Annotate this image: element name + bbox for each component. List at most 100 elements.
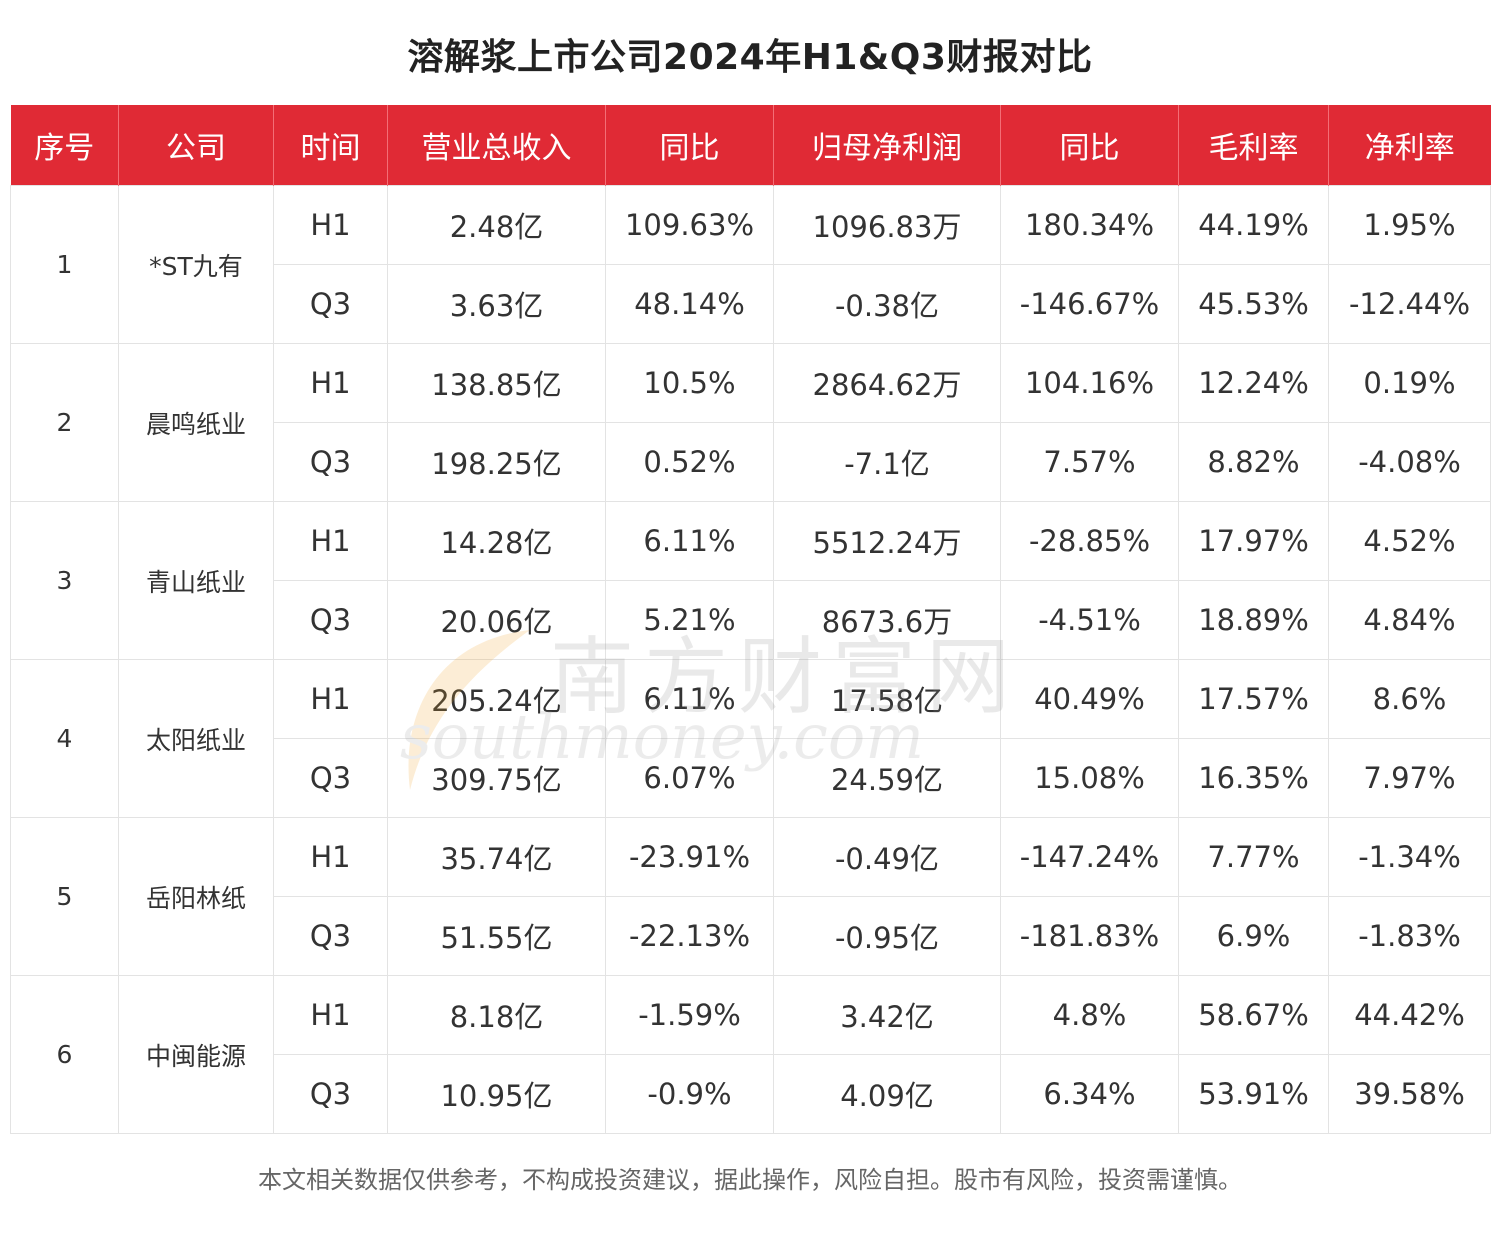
cell-index: 3 bbox=[10, 501, 119, 660]
cell-net-profit: 4.09亿 bbox=[773, 1054, 1001, 1134]
table-row: 6 中闽能源 H1 8.18亿 -1.59% 3.42亿 4.8% 58.67% 44.42% bbox=[10, 975, 1491, 1134]
cell-net-margin: 7.97% bbox=[1328, 738, 1491, 818]
table-row: Q3 20.06亿 5.21% 8673.6万 -4.51% 18.89% 4.84% bbox=[11, 580, 1491, 660]
cell-revenue-yoy: 6.11% bbox=[605, 659, 774, 739]
cell-revenue: 205.24亿 bbox=[387, 659, 606, 739]
cell-net-profit: -0.49亿 bbox=[773, 817, 1001, 897]
cell-index: 1 bbox=[10, 185, 119, 344]
header-net-profit: 归母净利润 bbox=[773, 105, 1001, 186]
cell-revenue-yoy: -23.91% bbox=[605, 817, 774, 897]
cell-period: H1 bbox=[273, 817, 388, 897]
cell-gross-margin: 7.77% bbox=[1178, 817, 1329, 897]
cell-net-margin: 44.42% bbox=[1328, 975, 1491, 1055]
table-row: Q3 10.95亿 -0.9% 4.09亿 6.34% 53.91% 39.58% bbox=[11, 1054, 1491, 1134]
cell-net-profit: 3.42亿 bbox=[773, 975, 1001, 1055]
header-gross-margin: 毛利率 bbox=[1178, 105, 1329, 186]
cell-revenue: 20.06亿 bbox=[387, 580, 606, 660]
cell-period: Q3 bbox=[273, 580, 388, 660]
header-company: 公司 bbox=[118, 105, 274, 186]
header-profit-yoy: 同比 bbox=[1000, 105, 1179, 186]
header-net-margin: 净利率 bbox=[1328, 105, 1491, 186]
cell-revenue-yoy: -0.9% bbox=[605, 1054, 774, 1134]
cell-period: H1 bbox=[273, 659, 388, 739]
table-row: Q3 309.75亿 6.07% 24.59亿 15.08% 16.35% 7.97% bbox=[11, 738, 1491, 818]
cell-net-margin: -1.83% bbox=[1328, 896, 1491, 976]
cell-net-profit: 5512.24万 bbox=[773, 501, 1001, 581]
header-revenue: 营业总收入 bbox=[387, 105, 606, 186]
cell-index: 5 bbox=[10, 817, 119, 976]
header-index: 序号 bbox=[10, 105, 119, 186]
cell-gross-margin: 16.35% bbox=[1178, 738, 1329, 818]
table-row: 1 *ST九有 H1 2.48亿 109.63% 1096.83万 180.34% 44.19… bbox=[10, 185, 1491, 344]
cell-profit-yoy: 40.49% bbox=[1000, 659, 1179, 739]
cell-company: 太阳纸业 bbox=[118, 659, 274, 818]
cell-revenue: 10.95亿 bbox=[387, 1054, 606, 1134]
cell-revenue-yoy: -1.59% bbox=[605, 975, 774, 1055]
cell-index: 2 bbox=[10, 343, 119, 502]
cell-revenue: 2.48亿 bbox=[387, 185, 606, 265]
cell-profit-yoy: 7.57% bbox=[1000, 422, 1179, 502]
cell-company: 岳阳林纸 bbox=[118, 817, 274, 976]
cell-net-profit: 8673.6万 bbox=[773, 580, 1001, 660]
cell-revenue-yoy: 0.52% bbox=[605, 422, 774, 502]
cell-net-profit: 1096.83万 bbox=[773, 185, 1001, 265]
cell-profit-yoy: 104.16% bbox=[1000, 343, 1179, 423]
cell-revenue-yoy: 48.14% bbox=[605, 264, 774, 344]
cell-period: H1 bbox=[273, 185, 388, 265]
cell-company: 青山纸业 bbox=[118, 501, 274, 660]
page-title: 溶解浆上市公司2024年H1&Q3财报对比 bbox=[407, 37, 1093, 78]
cell-period: Q3 bbox=[273, 738, 388, 818]
cell-gross-margin: 17.97% bbox=[1178, 501, 1329, 581]
cell-revenue: 35.74亿 bbox=[387, 817, 606, 897]
cell-gross-margin: 18.89% bbox=[1178, 580, 1329, 660]
cell-profit-yoy: 6.34% bbox=[1000, 1054, 1179, 1134]
cell-revenue-yoy: 6.11% bbox=[605, 501, 774, 581]
cell-index: 6 bbox=[10, 975, 119, 1134]
cell-period: Q3 bbox=[273, 1054, 388, 1134]
table-body: 1 *ST九有 H1 2.48亿 109.63% 1096.83万 180.34% 44.19… bbox=[10, 185, 1491, 1134]
table-row: 4 太阳纸业 H1 205.24亿 6.11% 17.58亿 40.49% 17.57% 8.6… bbox=[10, 659, 1491, 818]
cell-period: Q3 bbox=[273, 896, 388, 976]
cell-revenue-yoy: 6.07% bbox=[605, 738, 774, 818]
cell-profit-yoy: 180.34% bbox=[1000, 185, 1179, 265]
cell-gross-margin: 45.53% bbox=[1178, 264, 1329, 344]
cell-gross-margin: 58.67% bbox=[1178, 975, 1329, 1055]
cell-net-margin: 8.6% bbox=[1328, 659, 1491, 739]
cell-net-margin: -1.34% bbox=[1328, 817, 1491, 897]
cell-profit-yoy: -28.85% bbox=[1000, 501, 1179, 581]
cell-company: 中闽能源 bbox=[118, 975, 274, 1134]
cell-net-profit: 17.58亿 bbox=[773, 659, 1001, 739]
cell-period: H1 bbox=[273, 501, 388, 581]
table-header-row: 序号 公司 时间 营业总收入 同比 归母净利润 同比 毛利率 净利率 bbox=[10, 105, 1491, 186]
cell-net-margin: 4.84% bbox=[1328, 580, 1491, 660]
table-row: Q3 198.25亿 0.52% -7.1亿 7.57% 8.82% -4.08% bbox=[11, 422, 1491, 502]
cell-net-profit: -0.38亿 bbox=[773, 264, 1001, 344]
cell-period: Q3 bbox=[273, 422, 388, 502]
cell-gross-margin: 6.9% bbox=[1178, 896, 1329, 976]
header-revenue-yoy: 同比 bbox=[605, 105, 774, 186]
cell-revenue: 309.75亿 bbox=[387, 738, 606, 818]
cell-index: 4 bbox=[10, 659, 119, 818]
cell-period: H1 bbox=[273, 343, 388, 423]
cell-net-profit: -7.1亿 bbox=[773, 422, 1001, 502]
cell-revenue-yoy: 10.5% bbox=[605, 343, 774, 423]
cell-revenue-yoy: 5.21% bbox=[605, 580, 774, 660]
table-row: 3 青山纸业 H1 14.28亿 6.11% 5512.24万 -28.85% 17.97% 4… bbox=[10, 501, 1491, 660]
cell-profit-yoy: 4.8% bbox=[1000, 975, 1179, 1055]
cell-net-profit: 2864.62万 bbox=[773, 343, 1001, 423]
cell-revenue: 3.63亿 bbox=[387, 264, 606, 344]
cell-profit-yoy: -181.83% bbox=[1000, 896, 1179, 976]
table-row: Q3 51.55亿 -22.13% -0.95亿 -181.83% 6.9% -1.83% bbox=[11, 896, 1491, 976]
table-row: 5 岳阳林纸 H1 35.74亿 -23.91% -0.49亿 -147.24% 7.77% -… bbox=[10, 817, 1491, 976]
disclaimer-text: 本文相关数据仅供参考，不构成投资建议，据此操作，风险自担。股市有风险，投资需谨慎… bbox=[258, 1166, 1242, 1194]
cell-gross-margin: 12.24% bbox=[1178, 343, 1329, 423]
cell-period: Q3 bbox=[273, 264, 388, 344]
cell-profit-yoy: -4.51% bbox=[1000, 580, 1179, 660]
cell-company: 晨鸣纸业 bbox=[118, 343, 274, 502]
table-row: 2 晨鸣纸业 H1 138.85亿 10.5% 2864.62万 104.16% 12.24%… bbox=[10, 343, 1491, 502]
cell-revenue: 8.18亿 bbox=[387, 975, 606, 1055]
cell-revenue: 14.28亿 bbox=[387, 501, 606, 581]
cell-gross-margin: 44.19% bbox=[1178, 185, 1329, 265]
cell-revenue: 51.55亿 bbox=[387, 896, 606, 976]
cell-net-profit: -0.95亿 bbox=[773, 896, 1001, 976]
